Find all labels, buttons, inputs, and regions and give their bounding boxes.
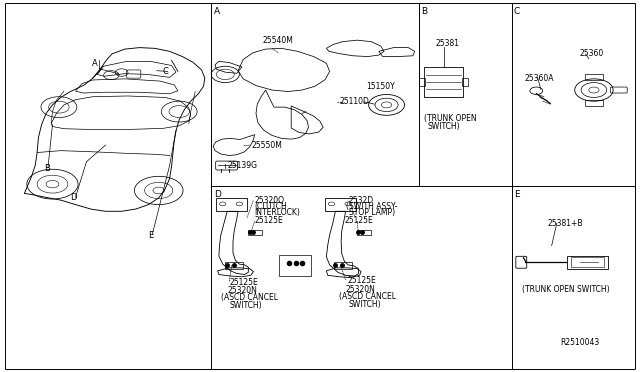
Text: 25381+B: 25381+B bbox=[548, 219, 583, 228]
Text: 25360: 25360 bbox=[579, 49, 604, 58]
Text: (TRUNK OPEN SWITCH): (TRUNK OPEN SWITCH) bbox=[522, 285, 609, 294]
Text: INTERLOCK): INTERLOCK) bbox=[255, 208, 301, 217]
Text: 25381: 25381 bbox=[435, 39, 460, 48]
Text: D: D bbox=[70, 193, 77, 202]
Text: R2510043: R2510043 bbox=[560, 338, 599, 347]
Text: D: D bbox=[214, 190, 221, 199]
Text: 25320N: 25320N bbox=[227, 286, 257, 295]
Text: 2532D: 2532D bbox=[349, 196, 374, 205]
Text: A: A bbox=[214, 7, 221, 16]
Text: 25125E: 25125E bbox=[344, 217, 373, 225]
Text: 25110D: 25110D bbox=[339, 97, 369, 106]
Text: E: E bbox=[514, 190, 520, 199]
Text: 25125E: 25125E bbox=[348, 276, 376, 285]
Text: 25550M: 25550M bbox=[252, 141, 282, 150]
Text: C: C bbox=[514, 7, 520, 16]
Text: A: A bbox=[92, 59, 97, 68]
Text: SWITCH): SWITCH) bbox=[229, 301, 262, 310]
Text: 15150Y: 15150Y bbox=[366, 82, 395, 91]
Text: 25540M: 25540M bbox=[262, 36, 293, 45]
Text: 25125E: 25125E bbox=[229, 278, 258, 287]
Text: B: B bbox=[421, 7, 428, 16]
Text: (SWITH ASSY-: (SWITH ASSY- bbox=[346, 202, 397, 211]
Text: 25139G: 25139G bbox=[227, 161, 257, 170]
Text: E: E bbox=[148, 231, 153, 240]
Text: (TRUNK OPEN: (TRUNK OPEN bbox=[424, 114, 477, 123]
Text: (ASCD CANCEL: (ASCD CANCEL bbox=[339, 292, 396, 301]
Text: SWITCH): SWITCH) bbox=[428, 122, 460, 131]
Text: (ASCD CANCEL: (ASCD CANCEL bbox=[221, 293, 278, 302]
Text: 25360A: 25360A bbox=[525, 74, 554, 83]
Text: STOP LAMP): STOP LAMP) bbox=[349, 208, 395, 217]
Text: (CLUTCH: (CLUTCH bbox=[255, 202, 287, 211]
Text: 25320N: 25320N bbox=[346, 285, 376, 294]
Text: 25125E: 25125E bbox=[255, 217, 284, 225]
Text: SWITCH): SWITCH) bbox=[349, 300, 381, 309]
Text: 25320Q: 25320Q bbox=[255, 196, 285, 205]
Text: C: C bbox=[162, 67, 168, 76]
Text: B: B bbox=[44, 164, 50, 173]
